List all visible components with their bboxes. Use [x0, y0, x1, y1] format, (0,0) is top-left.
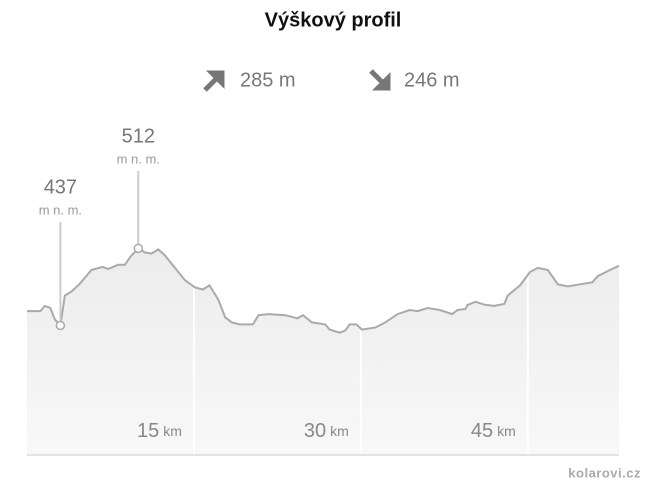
annotation-marker [133, 243, 144, 254]
annotation-value: 512 [122, 125, 155, 147]
ascent-icon [203, 70, 225, 92]
x-tick-unit: km [497, 423, 516, 439]
ascent: 285 m [240, 69, 296, 91]
source: kolarovi.cz [568, 465, 641, 480]
elevation-line [27, 247, 620, 334]
x-tick-value: 15 [137, 420, 159, 442]
x-tick-unit: km [330, 423, 349, 439]
chart-title: Výškový profil [265, 9, 402, 31]
area [27, 248, 619, 455]
x-tick-value: 30 [304, 420, 326, 442]
annotation-marker [55, 320, 66, 331]
descent: 246 m [404, 69, 460, 91]
descent-icon [369, 69, 391, 91]
annotation-unit: m n. m. [39, 202, 82, 217]
x-tick-label: 45 km [471, 420, 516, 442]
x-tick-value: 45 [471, 420, 493, 442]
annotation-value: 437 [44, 176, 77, 198]
x-tick-label: 30 km [304, 420, 349, 442]
x-tick-unit: km [163, 423, 182, 439]
annotation-unit: m n. m. [117, 151, 160, 166]
x-tick-label: 15 km [137, 420, 182, 442]
